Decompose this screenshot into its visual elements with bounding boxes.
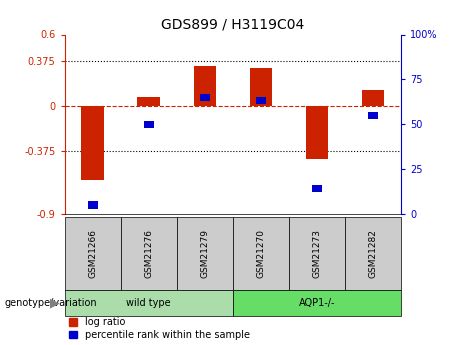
Bar [82,106,104,180]
Bar [256,97,266,105]
Bar [233,290,401,316]
Title: GDS899 / H3119C04: GDS899 / H3119C04 [161,18,304,32]
Bar [177,217,233,290]
Text: GSM21276: GSM21276 [144,229,153,278]
Bar [65,290,233,316]
Text: AQP1-/-: AQP1-/- [299,298,335,308]
Text: GSM21273: GSM21273 [313,229,321,278]
Bar [250,68,272,106]
Bar [312,185,322,193]
Text: GSM21279: GSM21279 [200,229,209,278]
Bar [345,217,401,290]
Bar [200,94,210,101]
Text: GSM21282: GSM21282 [368,229,378,278]
Bar [137,97,160,106]
Bar [289,217,345,290]
Bar [194,66,216,106]
Bar [65,217,121,290]
Text: GSM21270: GSM21270 [256,229,266,278]
Text: GSM21266: GSM21266 [88,229,97,278]
Text: wild type: wild type [126,298,171,308]
Text: ▶: ▶ [50,296,60,309]
Legend: log ratio, percentile rank within the sample: log ratio, percentile rank within the sa… [70,317,250,340]
Bar [362,89,384,106]
Bar [121,217,177,290]
Bar [144,121,154,128]
Text: genotype/variation: genotype/variation [5,298,97,308]
Bar [368,112,378,119]
Bar [88,201,98,208]
Bar [233,217,289,290]
Bar [306,106,328,159]
